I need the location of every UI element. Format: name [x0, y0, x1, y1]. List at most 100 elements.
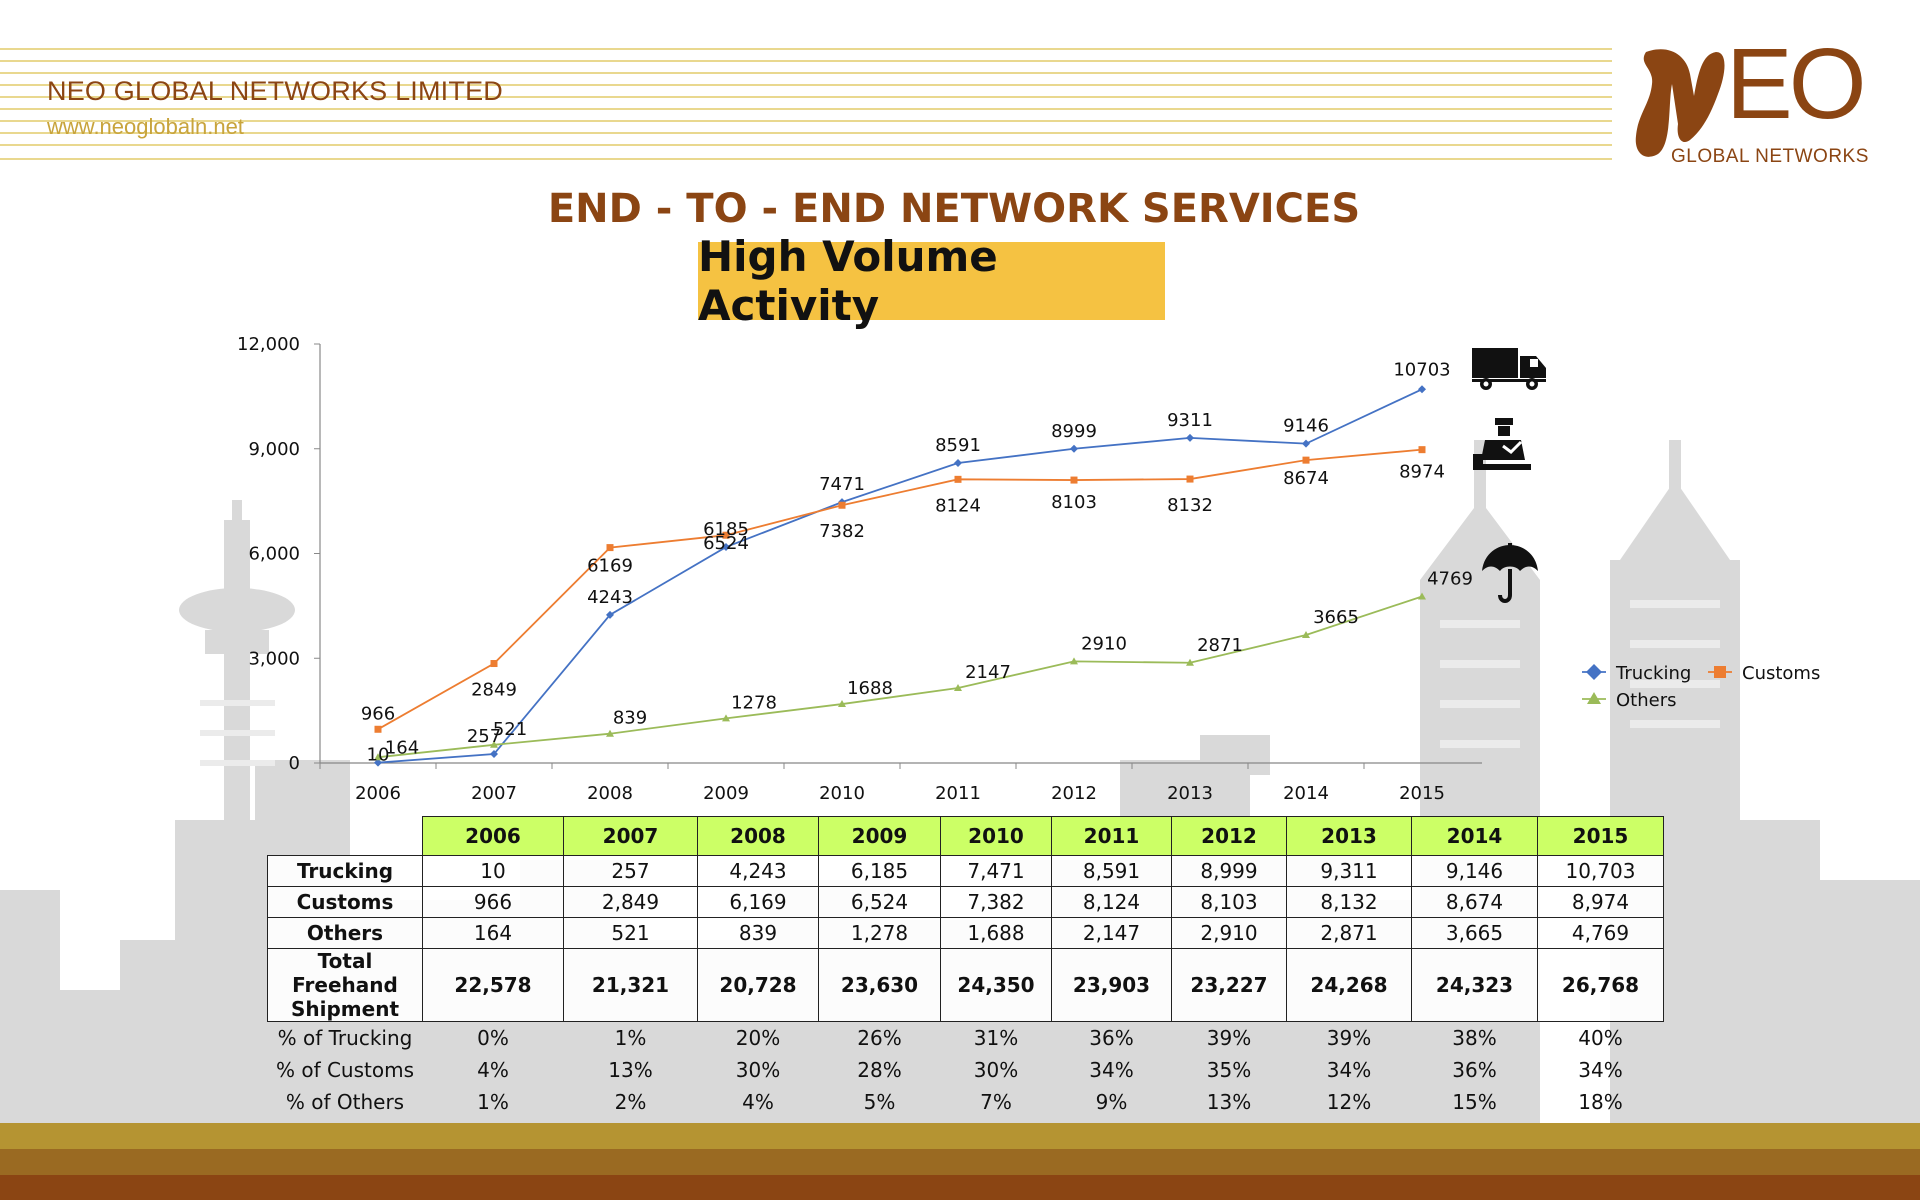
table-total-cell: 26,768 — [1537, 948, 1664, 1022]
legend-label: Others — [1616, 690, 1677, 711]
table-percent-cell: 0% — [477, 1026, 509, 1050]
legend-label: Trucking — [1615, 663, 1691, 684]
header-stripe — [0, 120, 1612, 122]
x-tick-label: 2006 — [355, 783, 401, 804]
table-cell: 966 — [422, 886, 564, 918]
company-name: NEO GLOBAL NETWORKS LIMITED — [47, 76, 503, 106]
table-percent-cell: 28% — [857, 1058, 902, 1082]
data-label: 3665 — [1313, 607, 1359, 628]
chart-legend: Trucking Customs Others — [1582, 663, 1820, 711]
data-point — [954, 459, 962, 468]
table-percent-cell: 36% — [1452, 1058, 1497, 1082]
x-tick-label: 2013 — [1167, 783, 1213, 804]
table-percent-cell: 30% — [973, 1058, 1019, 1082]
table-row: Customs 966 2,849 6,169 6,524 7,382 8,124 8,103… — [267, 886, 1664, 918]
table-total-cell: 23,630 — [818, 948, 941, 1022]
chart-axes: 0 3,000 6,000 9,000 12,000 2006 2007 2008 2009 20… — [237, 334, 1482, 804]
table-percent-row: % of Trucking 0% 1% 20% 26% 31% 36% 39% 39% 38% 40… — [268, 1022, 1664, 1055]
table-total-cell: 24,268 — [1286, 948, 1412, 1022]
table-row-label: Others — [267, 917, 423, 949]
header-stripe — [0, 84, 1612, 86]
data-label: 9311 — [1167, 410, 1213, 431]
x-tick-label: 2014 — [1283, 783, 1329, 804]
data-label: 8591 — [935, 435, 981, 456]
data-point — [954, 475, 962, 483]
table-percent-cell: 9% — [1095, 1090, 1128, 1114]
data-point — [1070, 657, 1078, 665]
data-label: 6185 — [703, 519, 749, 540]
data-point — [722, 543, 730, 552]
table-year-header: 2015 — [1537, 816, 1664, 856]
table-percent-cell: 13% — [1206, 1090, 1252, 1114]
table-total-row: Total Freehand Shipment 22,578 21,321 20,728 2… — [267, 948, 1664, 1022]
data-point — [1070, 444, 1078, 453]
data-label: 2849 — [471, 680, 517, 701]
footer-band — [0, 1123, 1920, 1149]
data-point — [838, 501, 846, 509]
data-label: 8999 — [1051, 421, 1097, 442]
table-cell: 521 — [563, 917, 698, 949]
footer-band — [0, 1175, 1920, 1200]
x-tick-label: 2011 — [935, 783, 981, 804]
data-point — [1418, 446, 1426, 454]
data-point — [490, 660, 498, 668]
data-label: 839 — [613, 708, 647, 729]
data-point — [606, 729, 614, 737]
table-total-cell: 20,728 — [697, 948, 819, 1022]
neo-logo: EO GLOBAL NETWORKS — [1628, 34, 1890, 170]
data-label: 8132 — [1167, 495, 1213, 516]
header-stripe — [0, 132, 1612, 134]
table-percent-cell: 39% — [1206, 1026, 1252, 1050]
table-percent-label: % of Customs — [275, 1058, 415, 1082]
table-cell: 9,146 — [1411, 855, 1538, 887]
data-label: 10703 — [1393, 359, 1450, 380]
legend-marker — [1586, 664, 1602, 680]
table-header-row: 2006 2007 2008 2009 2010 2011 2012 2013 … — [268, 816, 1664, 856]
table-cell: 4,769 — [1537, 917, 1664, 949]
x-tick-label: 2010 — [819, 783, 865, 804]
table-total-label-line: Shipment — [290, 997, 400, 1021]
table-cell: 8,591 — [1051, 855, 1172, 887]
table-total-label-line: Freehand — [292, 973, 398, 997]
data-label: 2871 — [1197, 635, 1243, 656]
table-cell: 3,665 — [1411, 917, 1538, 949]
data-label: 966 — [361, 703, 395, 724]
table-cell: 8,974 — [1537, 886, 1664, 918]
data-label: 10 — [367, 745, 390, 766]
header-stripe — [0, 48, 1612, 50]
header-stripe — [0, 60, 1612, 62]
data-label: 2910 — [1081, 633, 1127, 654]
table-cell: 6,185 — [818, 855, 941, 887]
header-stripe — [0, 72, 1612, 74]
table-percent-cell: 30% — [735, 1058, 781, 1082]
table-year-header: 2010 — [940, 816, 1052, 856]
x-tick-label: 2012 — [1051, 783, 1097, 804]
table-cell: 8,674 — [1411, 886, 1538, 918]
table-percent-label: % of Trucking — [277, 1026, 413, 1050]
table-row-label: Customs — [267, 886, 423, 918]
legend-marker — [1587, 692, 1601, 704]
table-percent-cell: 40% — [1578, 1026, 1623, 1050]
data-label: 8103 — [1051, 492, 1097, 513]
table-percent-cell: 2% — [614, 1090, 647, 1114]
table-cell: 8,124 — [1051, 886, 1172, 918]
table-corner — [268, 817, 423, 856]
table-percent-cell: 36% — [1089, 1026, 1134, 1050]
table-percent-cell: 7% — [980, 1090, 1012, 1114]
table-cell: 8,103 — [1171, 886, 1287, 918]
data-point — [1186, 433, 1194, 442]
series-line-customs — [377, 448, 1423, 731]
data-point — [1186, 658, 1194, 666]
header-stripe — [0, 108, 1612, 110]
data-label: 164 — [385, 737, 419, 758]
company-website[interactable]: www.neoglobaln.net — [47, 114, 244, 139]
table-year-header: 2008 — [697, 816, 819, 856]
y-tick-label: 0 — [289, 753, 300, 774]
chart-markers — [374, 385, 1426, 767]
table-total-cell: 21,321 — [563, 948, 698, 1022]
table-cell: 8,132 — [1286, 886, 1412, 918]
table-row: Trucking 10 257 4,243 6,185 7,471 8,591 8,999 9,… — [267, 855, 1664, 887]
customs-officer-icon — [1473, 418, 1531, 470]
table-year-header: 2012 — [1171, 816, 1287, 856]
data-label: 9146 — [1283, 416, 1329, 437]
